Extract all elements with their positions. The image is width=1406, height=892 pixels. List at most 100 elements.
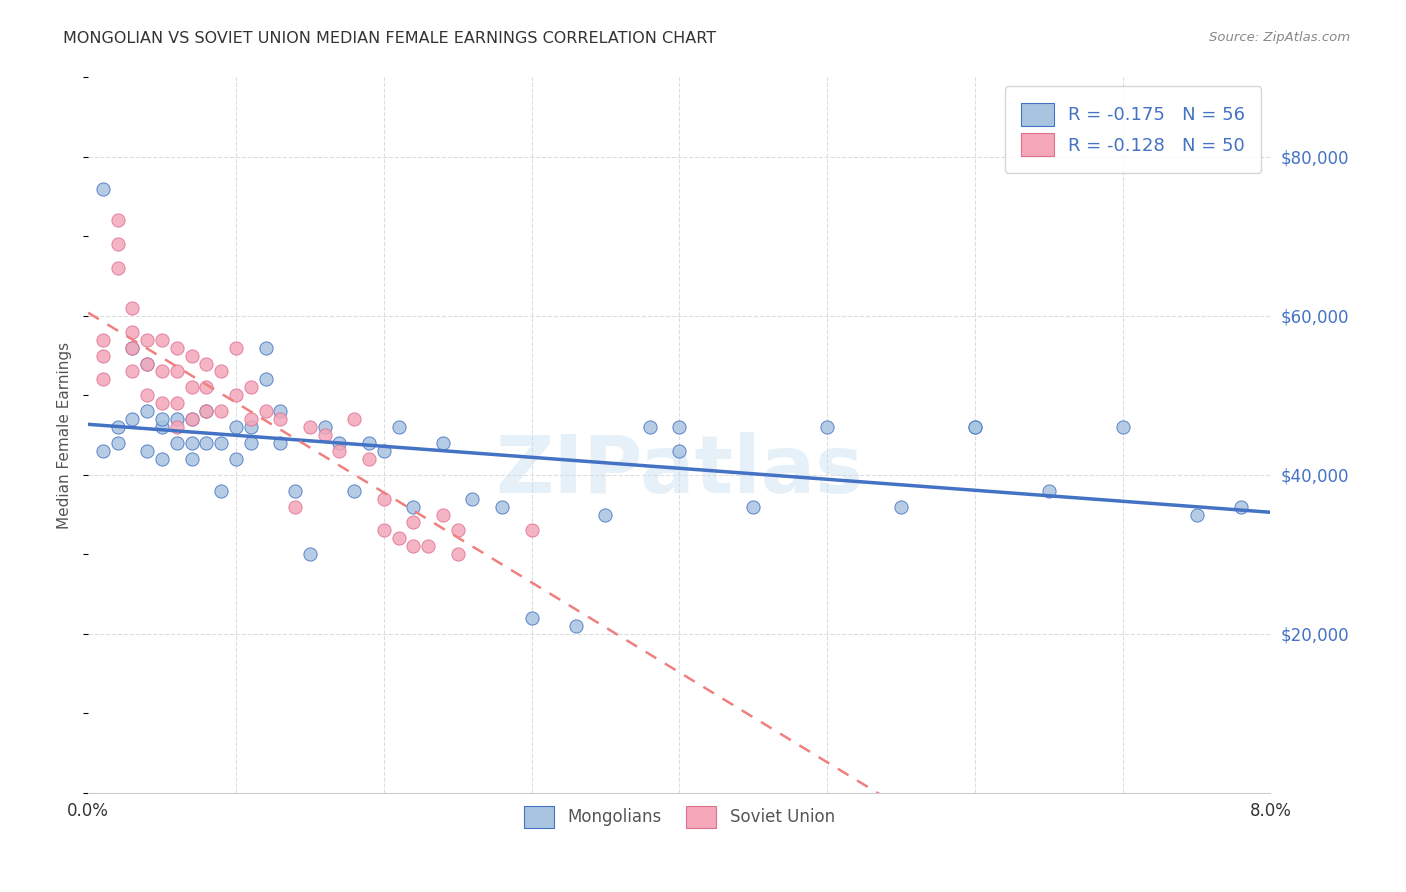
Point — [91, 333, 114, 347]
Point — [166, 436, 188, 450]
Point — [1111, 420, 1133, 434]
Point — [136, 357, 159, 371]
Point — [107, 436, 129, 450]
Point — [136, 404, 159, 418]
Point — [432, 508, 454, 522]
Point — [373, 491, 395, 506]
Point — [136, 357, 159, 371]
Point — [432, 436, 454, 450]
Point — [298, 547, 321, 561]
Point — [284, 500, 307, 514]
Point — [91, 182, 114, 196]
Point — [195, 404, 218, 418]
Point — [166, 420, 188, 434]
Text: Source: ZipAtlas.com: Source: ZipAtlas.com — [1209, 31, 1350, 45]
Point — [136, 388, 159, 402]
Point — [150, 333, 173, 347]
Point — [254, 372, 277, 386]
Point — [461, 491, 484, 506]
Point — [195, 404, 218, 418]
Point — [565, 619, 588, 633]
Point — [520, 611, 543, 625]
Point — [1230, 500, 1253, 514]
Point — [121, 301, 143, 315]
Point — [387, 420, 409, 434]
Point — [150, 412, 173, 426]
Point — [150, 451, 173, 466]
Point — [180, 451, 202, 466]
Point — [136, 444, 159, 458]
Point — [239, 420, 262, 434]
Point — [91, 372, 114, 386]
Point — [166, 341, 188, 355]
Point — [815, 420, 838, 434]
Point — [209, 404, 232, 418]
Point — [121, 412, 143, 426]
Text: ZIPatlas: ZIPatlas — [495, 432, 863, 510]
Point — [595, 508, 617, 522]
Point — [225, 451, 247, 466]
Point — [742, 500, 765, 514]
Point — [121, 325, 143, 339]
Point — [239, 380, 262, 394]
Point — [150, 420, 173, 434]
Point — [373, 444, 395, 458]
Point — [402, 500, 425, 514]
Point — [416, 539, 439, 553]
Point — [166, 364, 188, 378]
Point — [166, 396, 188, 410]
Point — [195, 436, 218, 450]
Point — [491, 500, 513, 514]
Point — [638, 420, 661, 434]
Point — [387, 532, 409, 546]
Point — [121, 341, 143, 355]
Point — [195, 357, 218, 371]
Point — [195, 380, 218, 394]
Point — [1185, 508, 1208, 522]
Point — [328, 436, 350, 450]
Point — [180, 436, 202, 450]
Point — [963, 420, 986, 434]
Point — [520, 524, 543, 538]
Point — [402, 539, 425, 553]
Point — [269, 412, 291, 426]
Point — [121, 364, 143, 378]
Point — [225, 341, 247, 355]
Point — [225, 420, 247, 434]
Point — [298, 420, 321, 434]
Point — [225, 388, 247, 402]
Point — [446, 547, 468, 561]
Point — [91, 444, 114, 458]
Point — [1038, 483, 1060, 498]
Point — [328, 444, 350, 458]
Point — [343, 483, 366, 498]
Text: MONGOLIAN VS SOVIET UNION MEDIAN FEMALE EARNINGS CORRELATION CHART: MONGOLIAN VS SOVIET UNION MEDIAN FEMALE … — [63, 31, 717, 46]
Point — [963, 420, 986, 434]
Point — [254, 341, 277, 355]
Point — [890, 500, 912, 514]
Point — [314, 420, 336, 434]
Point — [284, 483, 307, 498]
Point — [209, 364, 232, 378]
Legend: Mongolians, Soviet Union: Mongolians, Soviet Union — [517, 799, 842, 834]
Point — [357, 451, 380, 466]
Point — [357, 436, 380, 450]
Point — [343, 412, 366, 426]
Point — [107, 213, 129, 227]
Point — [209, 436, 232, 450]
Point — [121, 341, 143, 355]
Point — [136, 333, 159, 347]
Point — [668, 420, 690, 434]
Point — [239, 436, 262, 450]
Point — [269, 404, 291, 418]
Point — [107, 420, 129, 434]
Point — [373, 524, 395, 538]
Point — [180, 380, 202, 394]
Point — [150, 364, 173, 378]
Point — [254, 404, 277, 418]
Point — [239, 412, 262, 426]
Point — [180, 412, 202, 426]
Point — [269, 436, 291, 450]
Point — [107, 237, 129, 252]
Point — [402, 516, 425, 530]
